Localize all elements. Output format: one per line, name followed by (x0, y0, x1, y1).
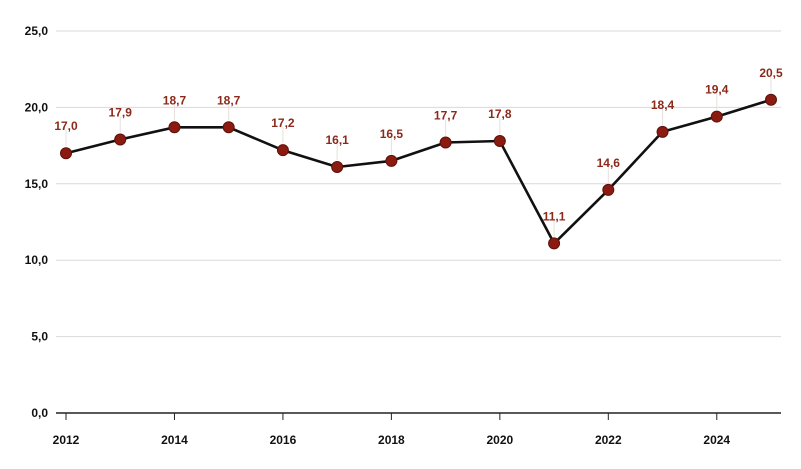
data-label: 17,7 (434, 109, 458, 123)
x-tick-label: 2012 (53, 433, 80, 447)
x-tick-label: 2020 (486, 433, 513, 447)
data-point (765, 93, 777, 106)
data-label: 17,2 (271, 116, 295, 130)
data-label: 17,8 (488, 107, 512, 121)
data-point (222, 121, 235, 134)
x-tick-label: 2024 (703, 433, 730, 447)
data-label: 11,1 (543, 209, 566, 223)
data-labels: 17,0 17,9 18,7 18,7 17,2 16,1 16,5 17,7 17,8 11,1… (54, 66, 783, 224)
x-tick-label: 2016 (270, 433, 297, 447)
data-label: 17,0 (54, 119, 78, 133)
series-line (65, 98, 772, 245)
gridlines (56, 30, 781, 338)
data-point (602, 183, 615, 196)
data-markers (60, 93, 777, 250)
x-axis (56, 412, 781, 420)
y-tick-label: 5,0 (31, 330, 48, 344)
data-point (656, 125, 669, 138)
data-label: 14,6 (597, 156, 621, 170)
data-label-leaders (65, 76, 772, 237)
data-point (331, 160, 344, 173)
data-point (493, 135, 506, 148)
data-point (439, 136, 452, 149)
data-point (60, 147, 72, 160)
data-label: 17,9 (109, 105, 133, 119)
data-label: 20,5 (759, 66, 783, 80)
y-tick-label: 20,0 (25, 100, 49, 114)
data-label: 16,5 (380, 127, 404, 141)
y-tick-label: 15,0 (25, 177, 49, 191)
y-tick-label: 0,0 (31, 406, 48, 420)
x-tick-label: 2014 (161, 433, 188, 447)
data-point (114, 133, 127, 146)
y-tick-label: 10,0 (25, 253, 49, 267)
data-point (168, 121, 181, 134)
x-axis-tick-labels: 2012 2014 2016 2018 2020 2022 2024 (53, 433, 731, 447)
data-label: 19,4 (705, 83, 729, 97)
data-label: 18,4 (651, 98, 675, 112)
data-point (276, 144, 289, 157)
x-tick-label: 2022 (595, 433, 622, 447)
series-line-path (65, 98, 772, 245)
y-axis-tick-labels: 0,0 5,0 10,0 15,0 20,0 25,0 (25, 24, 49, 420)
data-label: 18,7 (217, 93, 241, 107)
data-point (385, 154, 398, 167)
data-point (710, 110, 723, 123)
x-tick-label: 2018 (378, 433, 405, 447)
data-point (548, 237, 561, 250)
data-label: 18,7 (163, 93, 187, 107)
data-label: 16,1 (325, 133, 349, 147)
y-tick-label: 25,0 (25, 24, 49, 38)
